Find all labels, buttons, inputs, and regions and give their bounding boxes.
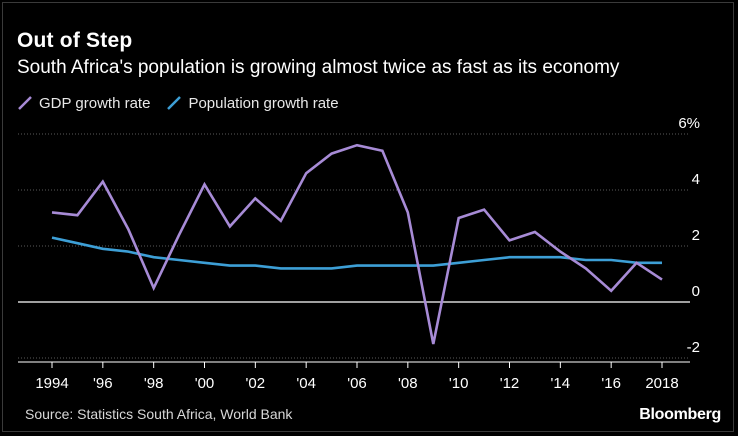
- x-tick-label: '02: [246, 375, 266, 392]
- x-tick-label: '96: [93, 375, 113, 392]
- legend-swatch-population: [167, 96, 182, 110]
- legend-item-population: Population growth rate: [166, 94, 339, 112]
- legend-label-population: Population growth rate: [188, 94, 339, 112]
- legend: GDP growth rate Population growth rate: [17, 93, 355, 113]
- grid-layer: [18, 133, 690, 359]
- series-layer: [51, 143, 663, 345]
- x-tick-label: '04: [296, 375, 316, 392]
- y-tick-label: 2: [692, 227, 700, 244]
- gdp-series-line: [51, 143, 663, 345]
- x-tick-label: '14: [551, 375, 571, 392]
- x-tick-label: '00: [195, 375, 215, 392]
- x-tick-label: 1994: [35, 375, 68, 392]
- axis-layer: 6% 4 2 0 -2 1994 '96 '98 '00 '02 '04 '06 '08 '10 '12 '1…: [18, 115, 700, 392]
- x-tick-label: '16: [601, 375, 621, 392]
- legend-label-gdp: GDP growth rate: [39, 94, 151, 112]
- brand-logo: Bloomberg: [639, 406, 721, 423]
- legend-swatch-population-line: [167, 96, 182, 110]
- x-tick-label: '98: [144, 375, 164, 392]
- x-tick-label: '10: [449, 375, 469, 392]
- y-tick-label: 4: [692, 171, 700, 188]
- x-tick-label: '06: [347, 375, 367, 392]
- y-tick-label: 6%: [678, 115, 700, 132]
- chart-frame: Out of Step South Africa's population is…: [2, 2, 734, 432]
- chart-subtitle: South Africa's population is growing alm…: [17, 57, 620, 78]
- y-tick-label: -2: [687, 339, 700, 356]
- population-series-line: [51, 236, 662, 270]
- legend-swatch-gdp: [18, 96, 32, 110]
- source-note: Source: Statistics South Africa, World B…: [25, 406, 293, 422]
- x-tick-label: '08: [398, 375, 418, 392]
- y-tick-label: 0: [692, 283, 700, 300]
- legend-swatch-gdp-line: [18, 96, 32, 110]
- x-tick-label: '12: [500, 375, 520, 392]
- x-tick-label: 2018: [645, 375, 678, 392]
- legend-item-gdp: GDP growth rate: [17, 95, 150, 112]
- chart-title: Out of Step: [17, 29, 133, 52]
